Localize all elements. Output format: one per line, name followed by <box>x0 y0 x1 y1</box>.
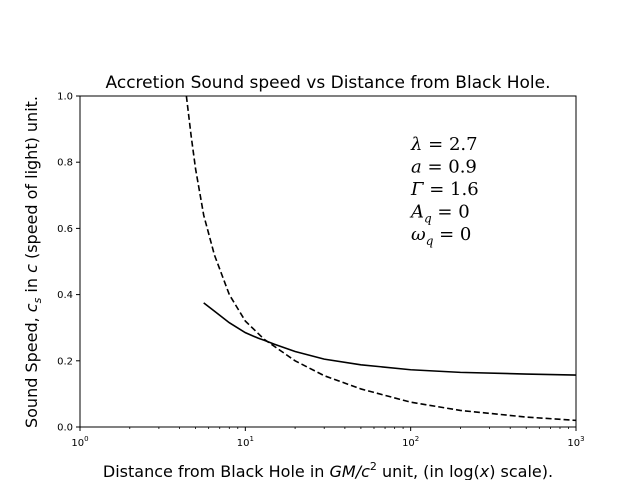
y-tick-label: 0.4 <box>57 290 73 301</box>
parameter-symbol: λ <box>410 134 422 155</box>
x-tick-label: 102 <box>402 435 419 449</box>
y-axis-label-part: c <box>22 303 41 312</box>
x-axis-label: Distance from Black Hole in GM/c2 unit, … <box>103 460 553 480</box>
series-line-dashed <box>185 96 576 422</box>
x-axis-label-part: unit, (in log( <box>377 462 480 480</box>
y-axis-label-part: (speed of light) unit. <box>22 96 41 264</box>
parameter-value: = 0 <box>432 202 470 223</box>
y-axis-label-part: c <box>22 264 41 273</box>
parameter-annotation: Aq = 0 <box>409 202 470 226</box>
y-axis-label-part: in <box>22 273 41 298</box>
parameter-symbol: a <box>411 157 422 178</box>
plot-frame <box>79 95 577 428</box>
parameter-symbol: Γ <box>410 179 425 200</box>
x-axis-label-part: 2 <box>370 460 377 473</box>
parameter-annotation: λ = 2.7 <box>410 134 478 155</box>
y-axis-label-part: Sound Speed, <box>22 312 41 428</box>
x-tick-label-exponent: 3 <box>580 435 584 443</box>
y-axis-label: Sound Speed, cs in c (speed of light) un… <box>22 96 44 428</box>
x-tick-label: 100 <box>71 435 88 449</box>
series-line-solid <box>203 302 576 376</box>
chart-title: Accretion Sound speed vs Distance from B… <box>106 73 551 93</box>
x-tick-label-exponent: 2 <box>415 435 419 443</box>
parameter-annotation: Γ = 1.6 <box>410 179 479 200</box>
x-axis-label-part: ) scale). <box>489 462 553 480</box>
parameter-annotation: a = 0.9 <box>411 157 477 178</box>
parameter-value: = 1.6 <box>424 179 479 200</box>
x-tick-label-base: 10 <box>237 438 250 449</box>
x-tick-label-exponent: 1 <box>249 435 253 443</box>
y-tick-label: 0.8 <box>57 158 73 169</box>
y-axis-label-part: s <box>31 297 44 303</box>
x-tick-label-exponent: 0 <box>84 435 88 443</box>
x-tick-label-base: 10 <box>71 438 84 449</box>
parameter-value: = 2.7 <box>422 134 477 155</box>
parameter-value: = 0 <box>433 224 471 245</box>
x-axis-label-part: GM/c <box>330 462 371 480</box>
x-tick-label-base: 10 <box>567 438 580 449</box>
x-axis-label-part: x <box>479 462 490 480</box>
parameter-annotation: ωq = 0 <box>411 224 471 248</box>
parameter-value: = 0.9 <box>422 157 477 178</box>
x-tick-label-base: 10 <box>402 438 415 449</box>
y-tick-label: 0.2 <box>57 356 73 367</box>
parameter-symbol: A <box>409 202 424 223</box>
parameter-subscript: q <box>424 212 432 226</box>
y-tick-label: 0.0 <box>57 423 73 434</box>
y-tick-label: 0.6 <box>57 224 73 235</box>
x-tick-label: 101 <box>237 435 254 449</box>
y-tick-label: 1.0 <box>57 92 73 103</box>
parameter-subscript: q <box>426 234 434 248</box>
x-tick-label: 103 <box>567 435 584 449</box>
x-axis-label-part: Distance from Black Hole in <box>103 462 330 480</box>
parameter-symbol: ω <box>411 224 426 245</box>
